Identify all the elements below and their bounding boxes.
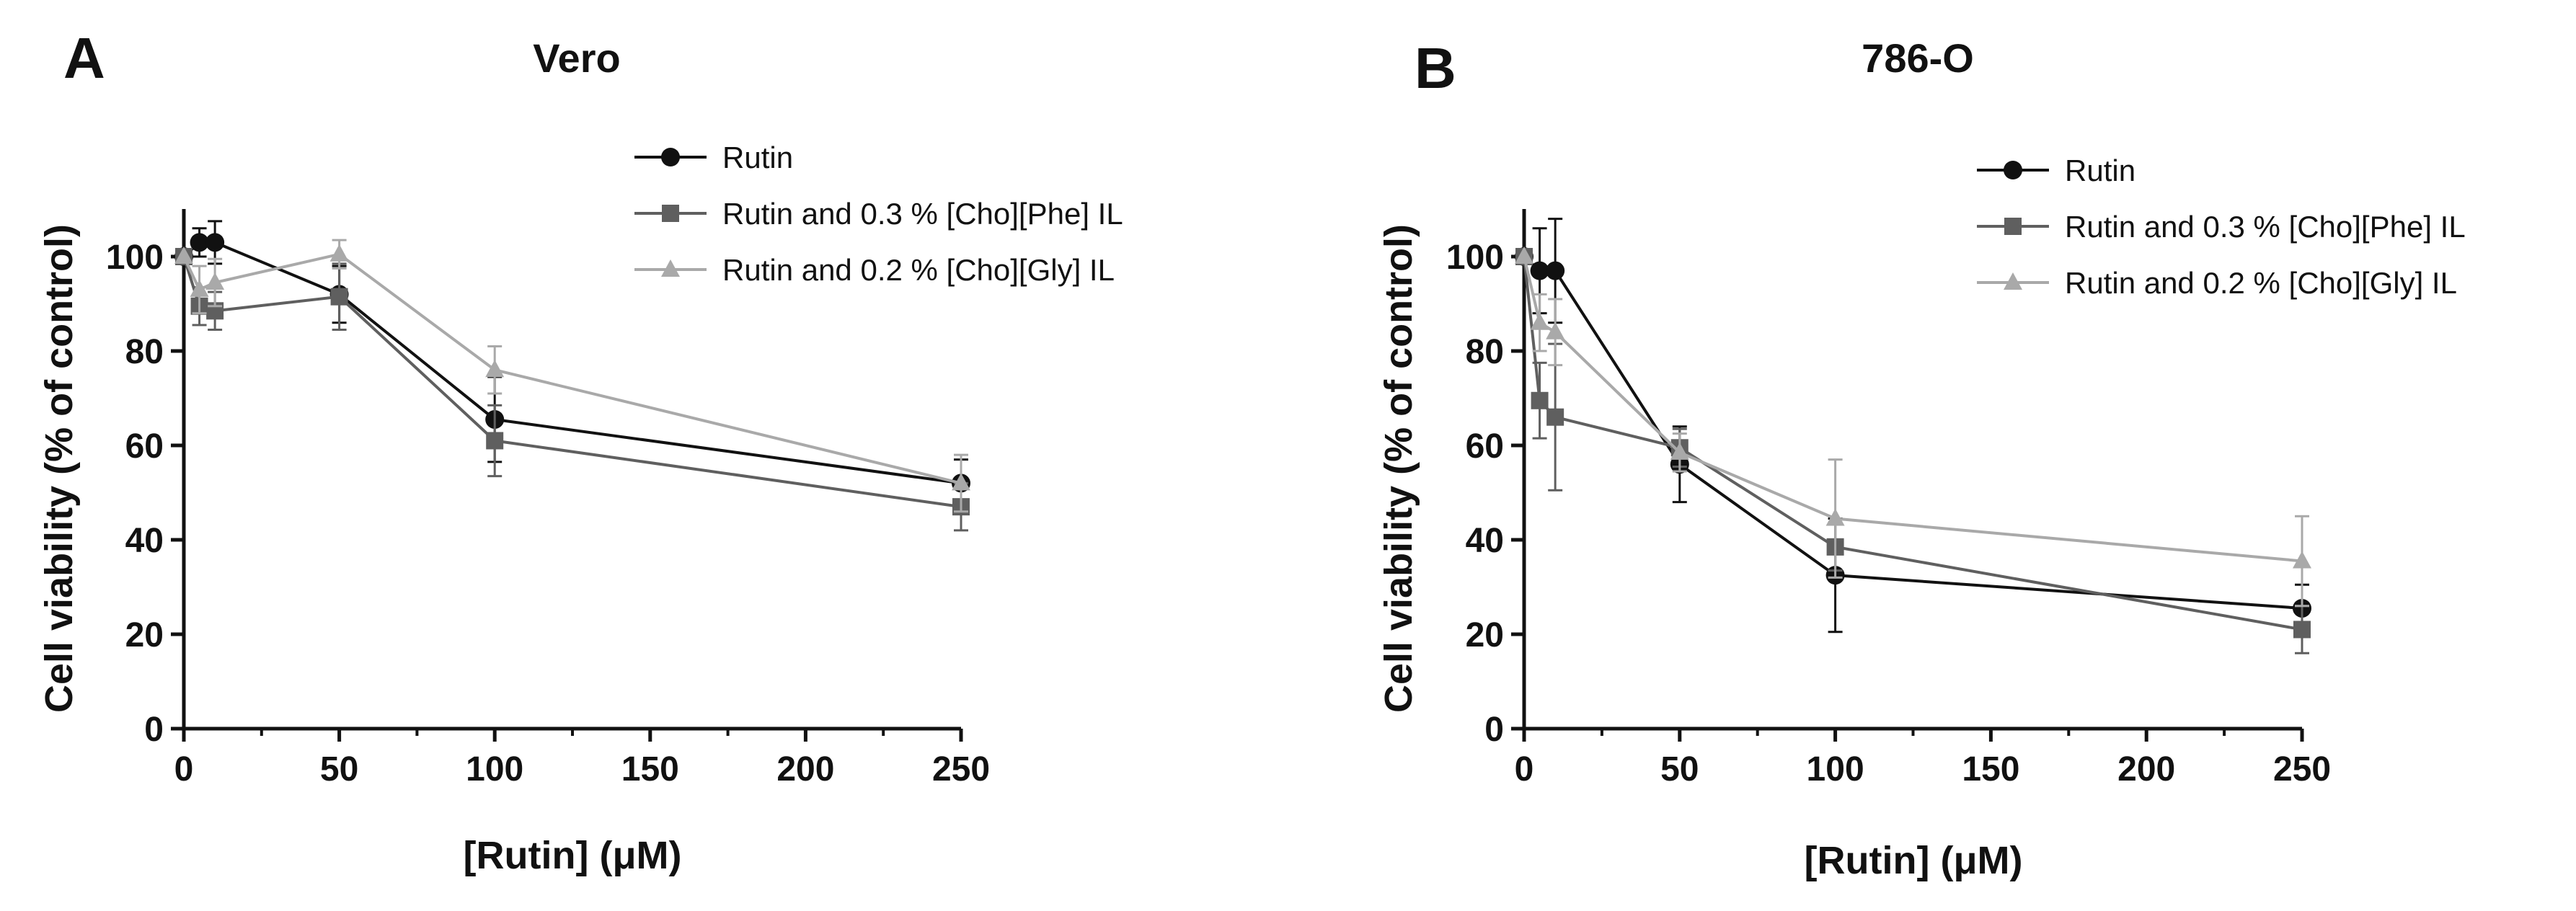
panel-b-letter: B <box>1415 36 1456 100</box>
panel-a: A Vero 0 50 100 150 200 250 0 20 40 60 80 100 Cell … <box>37 26 1123 877</box>
panel-a-data-point <box>174 246 193 264</box>
panel-b-data-point <box>1530 312 1549 330</box>
panel-b-y-tick-label: 0 <box>1484 711 1504 749</box>
panel-a-data-point <box>330 288 348 306</box>
panel-a-data-point <box>190 279 209 297</box>
panel-a-y-tick-label: 40 <box>125 522 164 560</box>
panel-a-legend-label: Rutin and 0.2 % [Cho][Gly] IL <box>722 253 1115 287</box>
panel-a-x-label: [Rutin] (μM) <box>464 834 682 877</box>
panel-a-y-tick-label: 100 <box>106 239 164 277</box>
panel-a-data-point <box>205 272 225 290</box>
panel-b-x-tick-label: 0 <box>1515 750 1534 788</box>
panel-a-data-point <box>190 233 209 252</box>
panel-b-series <box>1515 218 2311 654</box>
panel-b-data-point <box>1531 391 1549 409</box>
panel-a-letter: A <box>63 26 105 90</box>
panel-b-x-tick-label: 100 <box>1807 750 1864 788</box>
panel-b-legend-label: Rutin <box>2065 154 2135 187</box>
panel-a-x-tick-label: 100 <box>466 750 523 788</box>
panel-a-legend-label: Rutin and 0.3 % [Cho][Phe] IL <box>722 197 1123 231</box>
panel-b-series-line <box>1523 256 2303 631</box>
panel-a-y-tick-label: 60 <box>125 427 164 466</box>
panel-a-y-tick-label: 0 <box>144 711 164 749</box>
panel-b-x-tick-label: 250 <box>2273 750 2331 788</box>
panel-a-series-line <box>182 252 962 485</box>
panel-a-x-tick-label: 250 <box>932 750 990 788</box>
panel-b-legend-marker <box>2004 272 2022 290</box>
panel-a-legend-marker <box>661 148 680 166</box>
panel-b-series-line <box>1523 256 2303 563</box>
panel-b-series-2 <box>1515 248 2311 654</box>
panel-b-data-point <box>1825 508 1845 526</box>
panel-b-legend-label: Rutin and 0.2 % [Cho][Gly] IL <box>2065 266 2457 300</box>
panel-a-ticks: 0 50 100 150 200 250 0 20 40 60 80 100 <box>106 239 990 788</box>
panel-a-legend: Rutin Rutin and 0.3 % [Cho][Phe] IL Rutin … <box>634 141 1123 287</box>
panel-b-data-point <box>1515 246 1533 264</box>
panel-b-y-label: Cell viability (% of control) <box>1377 224 1420 713</box>
panel-b-legend-marker <box>2004 218 2022 235</box>
panel-b-data-point <box>1546 321 1565 339</box>
panel-a-y-label: Cell viability (% of control) <box>37 224 81 713</box>
panel-a-legend-marker <box>662 205 679 222</box>
panel-a-legend-label: Rutin <box>722 141 793 174</box>
panel-b-x-tick-label: 200 <box>2117 750 2175 788</box>
panel-a-data-point <box>486 432 504 450</box>
panel-a-series-3 <box>174 239 970 513</box>
panel-b-legend-marker <box>2004 161 2022 179</box>
panel-b-ticks: 0 50 100 150 200 250 0 20 40 60 80 100 <box>1446 239 2331 788</box>
panel-b-data-point <box>1546 261 1565 280</box>
panel-b-series-line <box>1523 255 2303 610</box>
panel-a-x-tick-label: 200 <box>776 750 834 788</box>
panel-a-x-tick-label: 0 <box>174 750 194 788</box>
panel-a-y-tick-label: 20 <box>125 616 164 654</box>
panel-b-y-tick-label: 100 <box>1446 239 1504 277</box>
panel-a-legend-marker <box>661 259 680 277</box>
panel-b-data-point <box>1530 261 1549 280</box>
panel-a-data-point <box>205 233 225 252</box>
panel-b-y-tick-label: 80 <box>1466 333 1504 371</box>
panel-b-data-point <box>2293 621 2311 639</box>
panel-b-legend-label: Rutin and 0.3 % [Cho][Phe] IL <box>2065 210 2466 244</box>
panel-b-y-tick-label: 40 <box>1466 522 1504 560</box>
panel-b-x-label: [Rutin] (μM) <box>1805 839 2023 882</box>
panel-b-x-tick-label: 150 <box>1962 750 2019 788</box>
panel-a-data-point <box>329 244 349 262</box>
panel-b-series-3 <box>1515 246 2311 608</box>
panel-a-title: Vero <box>533 35 620 81</box>
panel-b-legend: Rutin Rutin and 0.3 % [Cho][Phe] IL Rutin … <box>1977 154 2466 300</box>
panel-a-series <box>174 220 970 532</box>
panel-a-series-line <box>182 256 962 509</box>
panel-a-data-point <box>485 360 505 378</box>
panel-b: B 786-O 0 50 100 150 200 250 0 20 40 60 80 100 Cell… <box>1377 35 2466 882</box>
panel-b-data-point <box>1670 442 1689 460</box>
panel-b-y-tick-label: 20 <box>1466 616 1504 654</box>
panel-a-data-point <box>952 473 970 491</box>
panel-b-y-tick-label: 60 <box>1466 427 1504 466</box>
panel-b-title: 786-O <box>1862 35 1974 81</box>
panel-a-y-tick-label: 80 <box>125 333 164 371</box>
panel-b-data-point <box>1546 408 1564 426</box>
panel-a-x-tick-label: 150 <box>621 750 679 788</box>
panel-b-data-point <box>2293 551 2311 569</box>
panel-b-x-tick-label: 50 <box>1660 750 1699 788</box>
panel-a-x-tick-label: 50 <box>320 750 358 788</box>
